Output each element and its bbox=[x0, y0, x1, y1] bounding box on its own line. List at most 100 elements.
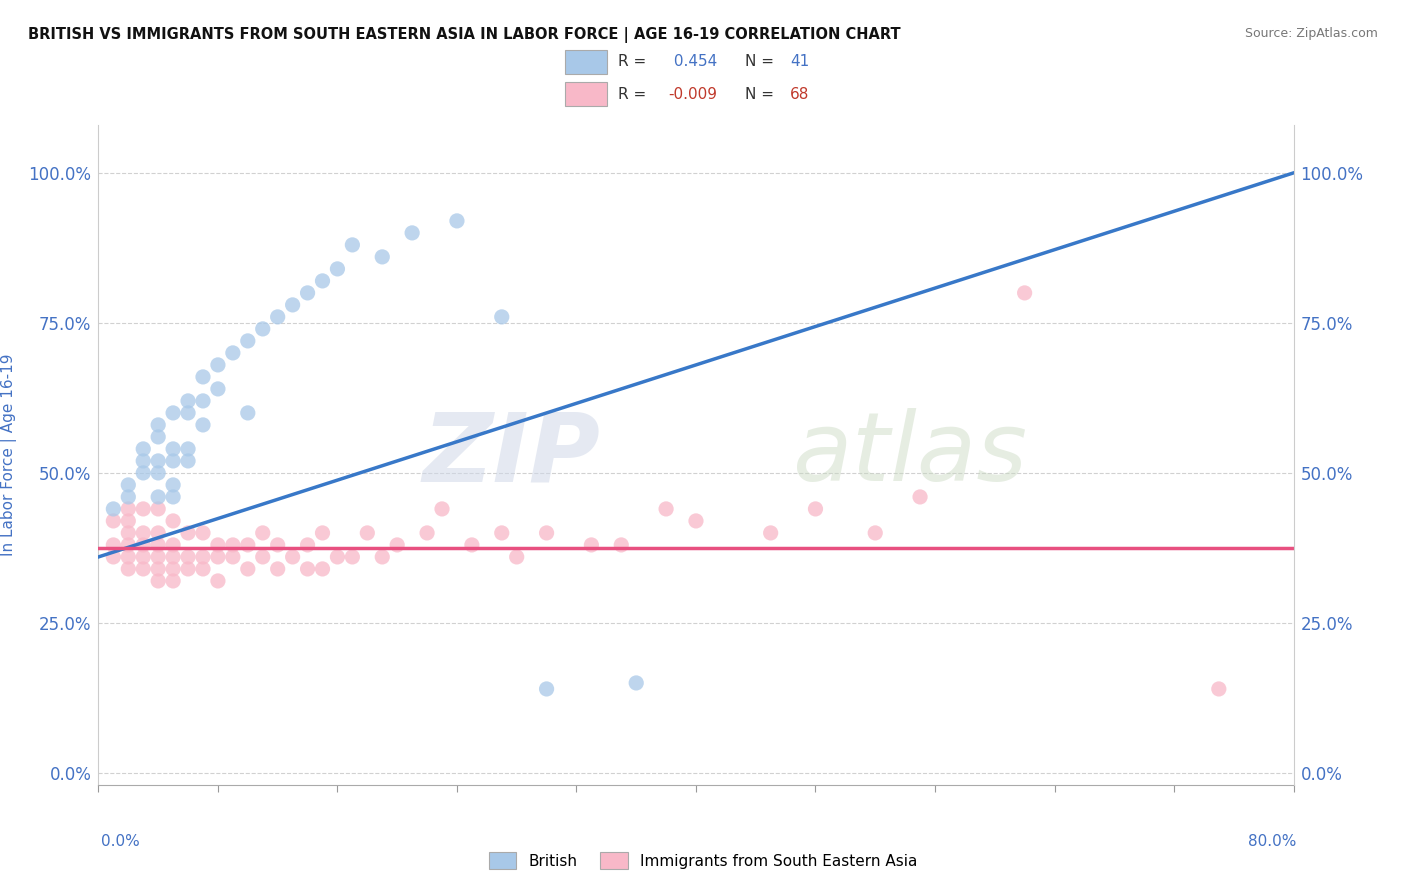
Point bbox=[207, 549, 229, 564]
Point bbox=[117, 514, 139, 528]
Point bbox=[236, 562, 259, 576]
Point bbox=[430, 502, 453, 516]
Point bbox=[117, 562, 139, 576]
Point bbox=[342, 238, 364, 252]
Text: 0.0%: 0.0% bbox=[101, 834, 141, 849]
Point bbox=[536, 525, 558, 540]
Point bbox=[191, 562, 214, 576]
Point bbox=[491, 310, 513, 324]
Point bbox=[177, 525, 200, 540]
Point bbox=[222, 346, 245, 360]
Point bbox=[162, 454, 184, 468]
Point bbox=[252, 549, 274, 564]
Text: ZIP: ZIP bbox=[422, 409, 600, 501]
Point bbox=[148, 574, 170, 588]
Point bbox=[117, 549, 139, 564]
Point bbox=[311, 274, 333, 288]
Point bbox=[103, 502, 125, 516]
Bar bbox=[565, 82, 607, 106]
Point bbox=[252, 322, 274, 336]
Point bbox=[536, 681, 558, 696]
Point bbox=[491, 525, 513, 540]
Point bbox=[117, 538, 139, 552]
Point bbox=[148, 417, 170, 432]
Text: 80.0%: 80.0% bbox=[1249, 834, 1296, 849]
Point bbox=[461, 538, 484, 552]
Point bbox=[207, 358, 229, 372]
Text: R =: R = bbox=[619, 54, 647, 70]
Point bbox=[191, 370, 214, 384]
Point bbox=[117, 525, 139, 540]
Text: 41: 41 bbox=[790, 54, 808, 70]
Point bbox=[162, 442, 184, 456]
Point bbox=[207, 382, 229, 396]
Y-axis label: In Labor Force | Age 16-19: In Labor Force | Age 16-19 bbox=[1, 353, 17, 557]
Legend: British, Immigrants from South Eastern Asia: British, Immigrants from South Eastern A… bbox=[482, 846, 924, 875]
Point bbox=[610, 538, 633, 552]
Point bbox=[908, 490, 931, 504]
Point bbox=[401, 226, 423, 240]
Point bbox=[132, 525, 155, 540]
Point bbox=[117, 490, 139, 504]
Point bbox=[103, 538, 125, 552]
Point bbox=[1208, 681, 1230, 696]
Point bbox=[222, 549, 245, 564]
Point bbox=[132, 562, 155, 576]
Point bbox=[132, 538, 155, 552]
Text: atlas: atlas bbox=[792, 409, 1026, 501]
Point bbox=[356, 525, 378, 540]
Point bbox=[236, 334, 259, 348]
Point bbox=[148, 466, 170, 480]
Point bbox=[177, 454, 200, 468]
Point bbox=[626, 676, 648, 690]
Point bbox=[191, 525, 214, 540]
Point bbox=[162, 490, 184, 504]
Point bbox=[236, 406, 259, 420]
Point bbox=[148, 538, 170, 552]
Point bbox=[222, 538, 245, 552]
Point bbox=[103, 549, 125, 564]
Point bbox=[162, 562, 184, 576]
Point bbox=[148, 490, 170, 504]
Point bbox=[132, 466, 155, 480]
Text: 0.454: 0.454 bbox=[669, 54, 717, 70]
Text: 68: 68 bbox=[790, 87, 808, 102]
Point bbox=[326, 261, 349, 276]
Point bbox=[281, 549, 304, 564]
Point bbox=[685, 514, 707, 528]
Point bbox=[177, 549, 200, 564]
Point bbox=[385, 538, 409, 552]
Point bbox=[117, 502, 139, 516]
Point bbox=[311, 525, 333, 540]
Point bbox=[162, 514, 184, 528]
Point bbox=[117, 478, 139, 492]
Point bbox=[267, 310, 290, 324]
Point bbox=[804, 502, 827, 516]
Point bbox=[177, 393, 200, 408]
Point bbox=[162, 406, 184, 420]
Point bbox=[759, 525, 782, 540]
Point bbox=[207, 538, 229, 552]
Point bbox=[506, 549, 529, 564]
Point bbox=[177, 406, 200, 420]
Point bbox=[267, 538, 290, 552]
Point bbox=[281, 298, 304, 312]
Point bbox=[655, 502, 678, 516]
Text: N =: N = bbox=[745, 87, 775, 102]
Point bbox=[132, 442, 155, 456]
Point bbox=[446, 214, 468, 228]
Point bbox=[326, 549, 349, 564]
Point bbox=[148, 430, 170, 444]
Point bbox=[177, 442, 200, 456]
Text: N =: N = bbox=[745, 54, 775, 70]
Text: R =: R = bbox=[619, 87, 647, 102]
Text: -0.009: -0.009 bbox=[669, 87, 717, 102]
Point bbox=[416, 525, 439, 540]
Point bbox=[342, 549, 364, 564]
Point bbox=[162, 549, 184, 564]
Point bbox=[162, 538, 184, 552]
Point bbox=[132, 549, 155, 564]
Bar bbox=[565, 50, 607, 74]
Point bbox=[148, 562, 170, 576]
Point bbox=[297, 562, 319, 576]
